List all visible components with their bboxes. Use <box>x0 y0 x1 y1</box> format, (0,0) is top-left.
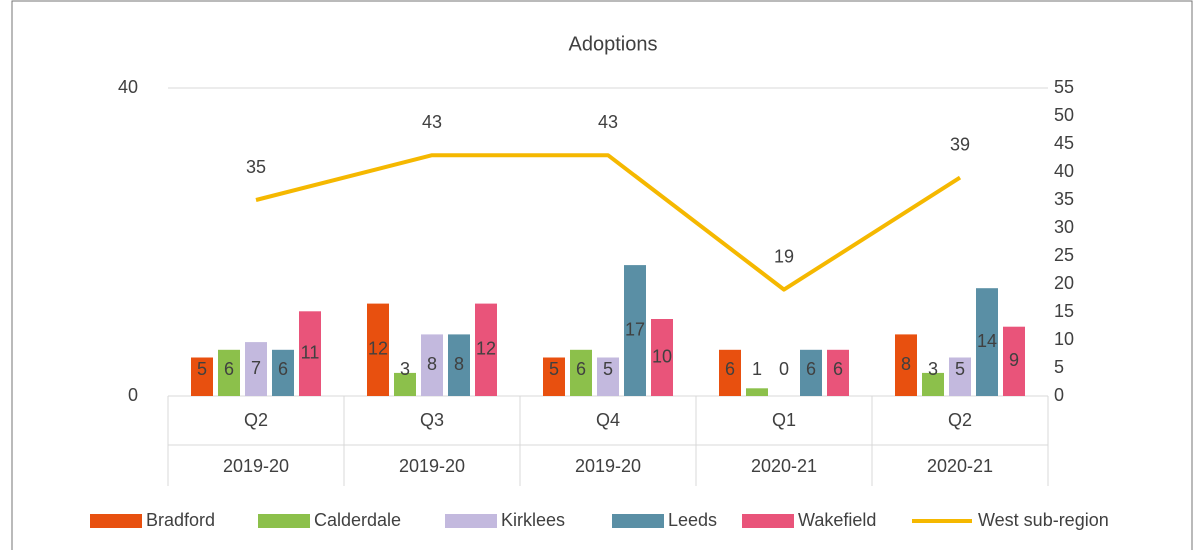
line-data-label: 39 <box>950 134 970 154</box>
data-label: 5 <box>603 359 613 379</box>
bar <box>448 334 470 396</box>
data-label: 5 <box>955 359 965 379</box>
legend-label: Leeds <box>668 510 717 530</box>
data-label: 17 <box>625 319 645 339</box>
line-data-label: 35 <box>246 157 266 177</box>
bar <box>597 357 619 396</box>
bar <box>976 288 998 396</box>
data-label: 6 <box>576 359 586 379</box>
y2-tick-label: 10 <box>1054 329 1074 349</box>
line-data-label: 43 <box>422 112 442 132</box>
data-label: 12 <box>368 339 388 359</box>
y2-tick-label: 20 <box>1054 273 1074 293</box>
x-group-label: 2019-20 <box>575 456 641 476</box>
chart-border <box>11 0 1193 550</box>
data-label: 3 <box>928 359 938 379</box>
y2-tick-label: 40 <box>1054 161 1074 181</box>
legend-label: Bradford <box>146 510 215 530</box>
legend-label: West sub-region <box>978 510 1109 530</box>
y2-tick-label: 35 <box>1054 189 1074 209</box>
data-label: 5 <box>549 359 559 379</box>
bar <box>421 334 443 396</box>
bar <box>543 357 565 396</box>
x-tick-label: Q2 <box>948 410 972 430</box>
x-tick-label: Q4 <box>596 410 620 430</box>
y2-tick-label: 5 <box>1054 357 1064 377</box>
y2-tick-label: 0 <box>1054 385 1064 405</box>
bar <box>922 372 944 396</box>
bar <box>719 349 741 396</box>
data-label: 5 <box>197 359 207 379</box>
y2-tick-label: 25 <box>1054 245 1074 265</box>
bar <box>475 303 497 396</box>
legend-label: Wakefield <box>798 510 876 530</box>
y2-tick-label: 50 <box>1054 105 1074 125</box>
data-label: 8 <box>427 354 437 374</box>
line-data-label: 43 <box>598 112 618 132</box>
y2-tick-label: 15 <box>1054 301 1074 321</box>
bar <box>367 303 389 396</box>
y2-tick-label: 45 <box>1054 133 1074 153</box>
x-tick-label: Q3 <box>420 410 444 430</box>
data-label: 8 <box>901 354 911 374</box>
x-tick-label: Q2 <box>244 410 268 430</box>
data-label: 3 <box>400 359 410 379</box>
x-group-label: 2020-21 <box>751 456 817 476</box>
legend-label: Calderdale <box>314 510 401 530</box>
data-label: 14 <box>977 331 997 351</box>
bar <box>218 349 240 396</box>
x-group-label: 2019-20 <box>223 456 289 476</box>
x-tick-label: Q1 <box>772 410 796 430</box>
legend-label: Kirklees <box>501 510 565 530</box>
data-label: 11 <box>301 342 320 362</box>
y-tick-label: 40 <box>118 77 138 97</box>
bar <box>1003 326 1025 396</box>
chart-title: Adoptions <box>569 33 658 55</box>
bar <box>800 349 822 396</box>
y2-tick-label: 30 <box>1054 217 1074 237</box>
legend-swatch <box>445 514 497 528</box>
bar <box>827 349 849 396</box>
y2-tick-label: 55 <box>1054 77 1074 97</box>
bar <box>191 357 213 396</box>
line-data-label: 19 <box>774 246 794 266</box>
legend-swatch <box>612 514 664 528</box>
data-label: 7 <box>251 358 261 378</box>
bar <box>570 349 592 396</box>
data-label: 6 <box>725 359 735 379</box>
data-label: 9 <box>1009 350 1019 370</box>
bar <box>272 349 294 396</box>
bar <box>895 334 917 396</box>
data-label: 6 <box>833 359 843 379</box>
bar <box>394 372 416 396</box>
bar <box>651 319 673 396</box>
data-label: 6 <box>224 359 234 379</box>
bar <box>299 311 321 396</box>
bar <box>746 388 768 396</box>
legend-swatch <box>742 514 794 528</box>
data-label: 6 <box>806 359 816 379</box>
data-label: 8 <box>454 354 464 374</box>
y-tick-label: 0 <box>128 385 138 405</box>
bar <box>624 265 646 396</box>
bar <box>949 357 971 396</box>
x-group-label: 2020-21 <box>927 456 993 476</box>
data-label: 0 <box>779 359 789 379</box>
legend-swatch <box>258 514 310 528</box>
data-label: 10 <box>652 346 672 366</box>
line <box>255 153 962 292</box>
legend-swatch <box>90 514 142 528</box>
data-label: 12 <box>476 339 496 359</box>
data-label: 1 <box>752 359 762 379</box>
bar <box>245 342 267 396</box>
data-label: 6 <box>278 359 288 379</box>
x-group-label: 2019-20 <box>399 456 465 476</box>
